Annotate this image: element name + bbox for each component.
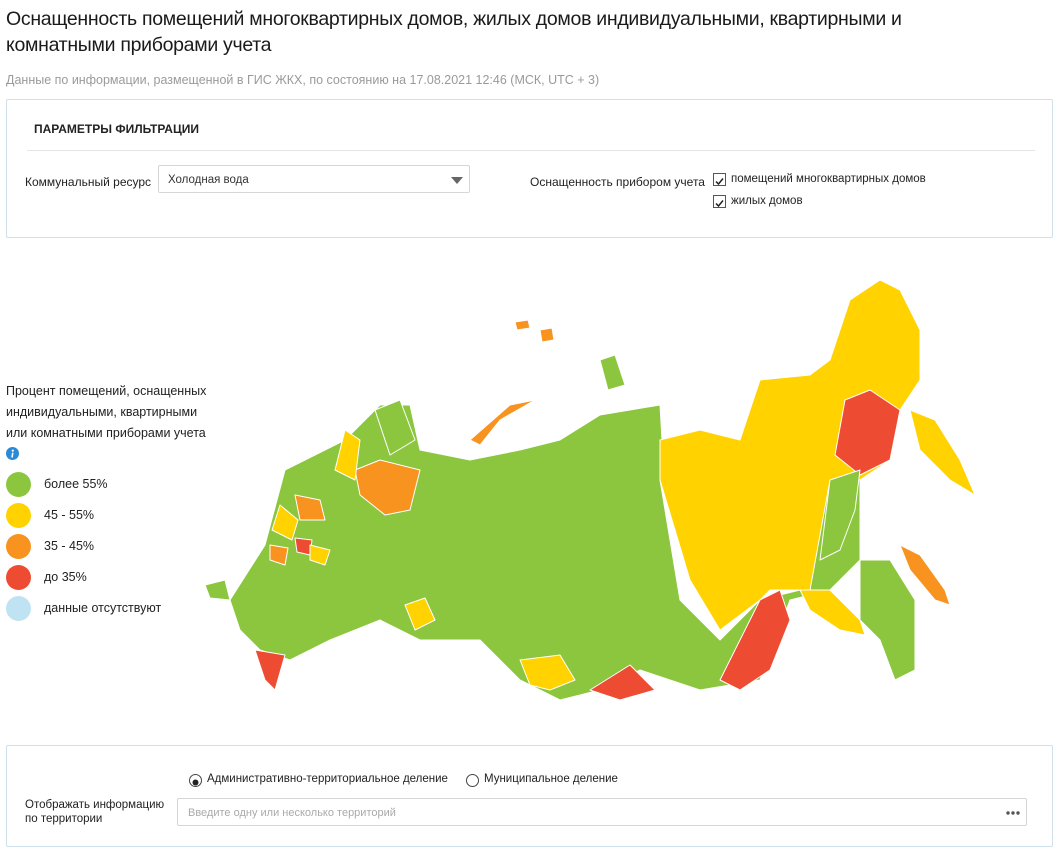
resource-select[interactable]: Холодная вода	[158, 165, 470, 193]
region	[204, 579, 231, 601]
territory-panel: Административно-территориальное деление …	[6, 745, 1053, 847]
territory-label: Отображать информацию по территории	[25, 799, 165, 825]
page-subtitle: Данные по информации, размещенной в ГИС …	[6, 73, 600, 87]
legend-label: 35 - 45%	[44, 538, 95, 553]
region	[834, 389, 901, 476]
legend-label: 45 - 55%	[44, 507, 95, 522]
russia-map	[204, 279, 976, 701]
legend-item: до 35%	[6, 565, 87, 590]
legend-item: 45 - 55%	[6, 503, 94, 528]
dropdown-arrow	[451, 177, 463, 184]
region	[271, 504, 299, 541]
legend-label: данные отсутствуют	[44, 600, 162, 615]
select-value: Холодная вода	[168, 174, 249, 186]
region	[899, 544, 951, 606]
legend-item: данные отсутствуют	[6, 596, 161, 621]
region	[269, 544, 289, 566]
resource-label: Коммунальный ресурс	[25, 175, 152, 189]
radio-label: Административно-территориальное деление	[207, 773, 448, 785]
legend-swatch	[6, 596, 31, 621]
radio[interactable]	[189, 774, 202, 787]
region	[719, 589, 791, 691]
placeholder: Введите одну или несколько территорий	[188, 807, 396, 819]
divider	[27, 150, 1035, 151]
region	[859, 559, 916, 681]
legend-swatch	[6, 503, 31, 528]
filter-title: ПАРАМЕТРЫ ФИЛЬТРАЦИИ	[34, 122, 199, 136]
legend-item: более 55%	[6, 472, 108, 497]
region	[589, 664, 656, 701]
region	[354, 459, 421, 516]
radio-dot	[192, 779, 199, 786]
region	[799, 589, 866, 636]
region	[404, 597, 436, 631]
legend-label: более 55%	[44, 476, 108, 491]
checkbox-label: жилых домов	[731, 195, 803, 207]
region	[539, 327, 555, 343]
region	[514, 319, 531, 331]
legend-swatch	[6, 565, 31, 590]
check	[715, 200, 724, 208]
checkbox[interactable]	[713, 195, 726, 208]
territory-input[interactable]: Введите одну или несколько территорий	[177, 798, 1027, 826]
region	[659, 279, 921, 631]
region	[254, 649, 286, 691]
legend-label: до 35%	[44, 569, 87, 584]
region	[294, 537, 313, 556]
region	[819, 469, 861, 561]
radio[interactable]	[466, 774, 479, 787]
legend-swatch	[6, 472, 31, 497]
region	[334, 429, 361, 481]
menu-dots[interactable]	[1006, 811, 1020, 815]
region	[469, 399, 536, 446]
region	[309, 544, 331, 566]
region	[909, 409, 976, 496]
checkbox-label: помещений многоквартирных домов	[731, 173, 926, 185]
region	[374, 399, 416, 456]
region	[599, 354, 626, 391]
region	[294, 494, 326, 521]
checkbox[interactable]	[713, 173, 726, 186]
legend-title: Процент помещений, оснащенных индивидуал…	[6, 381, 216, 465]
legend-swatch	[6, 534, 31, 559]
info-icon[interactable]	[6, 447, 19, 460]
check	[715, 178, 724, 186]
region	[519, 654, 576, 691]
page-title: Оснащенность помещений многоквартирных д…	[6, 8, 902, 56]
legend-item: 35 - 45%	[6, 534, 94, 559]
legend-title-text: Процент помещений, оснащенных индивидуал…	[6, 384, 207, 440]
filter-panel: ПАРАМЕТРЫ ФИЛЬТРАЦИИ Коммунальный ресурс…	[6, 99, 1053, 238]
radio-label: Муниципальное деление	[484, 773, 618, 785]
equipment-label: Оснащенность прибором учета	[530, 175, 705, 189]
